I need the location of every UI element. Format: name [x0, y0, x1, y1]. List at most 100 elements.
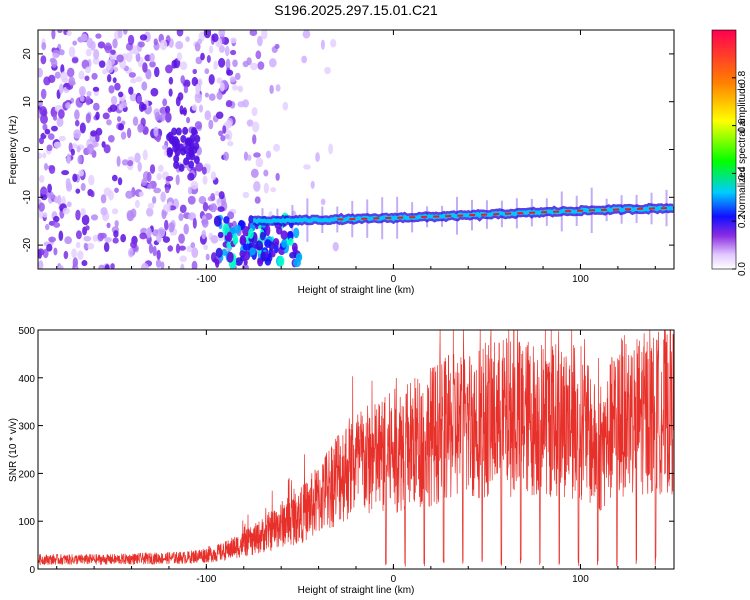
spectrogram-cell — [282, 101, 289, 111]
spectrogram-cell-strong — [249, 247, 256, 256]
spectrogram-cell-strong — [173, 161, 180, 170]
spectrogram-cell — [225, 100, 233, 108]
spectrogram-cell — [162, 98, 168, 107]
spectrogram-y-label: Frequency (Hz) — [8, 116, 19, 185]
spectrogram-cell — [125, 52, 133, 63]
spectrogram-cell — [247, 154, 252, 162]
spectrogram-cell — [104, 236, 112, 243]
spectrogram-cell — [106, 59, 112, 71]
spectrogram-cell — [93, 49, 100, 60]
spectrogram-cell — [201, 229, 207, 240]
spectrogram-cell — [81, 214, 90, 226]
spectrogram-cell — [60, 71, 68, 82]
spectrogram-cell — [175, 40, 184, 50]
spectrogram-cell — [38, 67, 43, 78]
spectrogram-cell — [58, 83, 64, 95]
spectrogram-cell — [227, 211, 235, 220]
snr-y-tick-label: 0 — [29, 565, 35, 576]
snr-x-tick-label: -100 — [196, 574, 216, 585]
spectrogram-cell — [147, 183, 152, 190]
spectrogram-cell — [256, 35, 263, 47]
spectrogram-cell — [145, 68, 152, 80]
spectrogram-cell — [134, 199, 140, 209]
spectrogram-cell-strong — [277, 255, 285, 267]
spectrogram-cell — [134, 152, 141, 163]
spectrogram-cell — [135, 76, 143, 83]
spectrogram-cell — [151, 196, 157, 204]
spectrogram-cell — [78, 70, 85, 80]
spectrogram-cell-strong — [268, 241, 275, 251]
spectrogram-cell — [113, 230, 119, 238]
spectrogram-cell-strong — [243, 259, 248, 266]
spectrogram-cell-strong — [243, 250, 251, 261]
spectrogram-cell — [219, 82, 225, 92]
spectrogram-cell — [210, 252, 217, 263]
snr-y-ticks: 0 100 200 300 400 500 — [18, 326, 674, 576]
spectrogram-cell — [54, 71, 61, 79]
colorbar-label: Normalized spectral amplitude — [737, 82, 748, 217]
spectrogram-cell — [87, 242, 95, 250]
spectrogram-cell — [168, 76, 174, 85]
spectrogram-cell — [38, 248, 45, 256]
spectrogram-cell — [98, 60, 106, 68]
spectrogram-cell — [242, 191, 250, 199]
spectrogram-cell — [51, 58, 58, 68]
spectrogram-cell — [61, 169, 70, 176]
spectrogram-cell — [111, 208, 119, 215]
spectrogram-cell-strong — [175, 127, 182, 136]
spectrogram-cell-strong — [188, 149, 195, 158]
spectrogram-cell-strong — [182, 126, 189, 135]
spectrogram-cell — [179, 61, 188, 71]
spectrogram-cell — [53, 215, 60, 223]
spectrogram-cell — [90, 130, 98, 137]
spectrogram-cell — [51, 30, 56, 40]
spectrogram-cell — [185, 36, 190, 42]
spectrogram-cell-strong — [185, 137, 192, 146]
spectrogram-y-tick-label: -10 — [22, 190, 33, 205]
spectrogram-cell — [198, 196, 207, 205]
spectrogram-cell — [95, 111, 100, 120]
spectrogram-cell — [206, 54, 211, 63]
spectrogram-cell — [128, 86, 134, 95]
snr-y-tick-label: 500 — [18, 326, 35, 337]
spectrogram-cell-strong — [180, 147, 187, 156]
spectrogram-cell — [138, 101, 145, 113]
spectrogram-cell — [86, 143, 94, 155]
spectrogram-cell — [40, 189, 48, 195]
snr-y-tick-label: 100 — [18, 517, 35, 528]
spectrogram-cell — [216, 91, 223, 100]
spectrogram-cell — [44, 128, 51, 135]
spectrogram-cell — [149, 164, 156, 174]
spectrogram-cell — [137, 161, 142, 172]
spectrogram-cell — [175, 174, 180, 186]
spectrogram-cell — [98, 264, 106, 269]
spectrogram-cell — [84, 75, 90, 82]
spectrogram-cell — [92, 86, 100, 92]
spectrogram-cell — [75, 241, 81, 249]
spectrogram-cell — [120, 101, 128, 109]
spectrogram-cell — [179, 204, 187, 214]
spectrogram-cell — [92, 141, 99, 148]
spectrogram-cell — [168, 205, 177, 211]
spectrogram-cell — [208, 93, 216, 101]
spectrogram-cell — [218, 45, 225, 53]
spectrogram-cell — [187, 172, 195, 181]
spectrogram-cell — [183, 85, 189, 94]
spectrogram-cell — [92, 234, 98, 242]
spectrogram-cell — [78, 169, 84, 177]
colorbar-tick-label: 0.6 — [737, 118, 748, 132]
spectrogram-cell — [255, 50, 262, 60]
spectrogram-cell — [66, 67, 75, 78]
spectrogram-cell — [66, 30, 72, 37]
spectrogram-y-tick-label: -20 — [22, 237, 33, 252]
spectrogram-cell — [46, 144, 53, 152]
spectrogram-cell — [192, 68, 198, 75]
snr-y-tick-label: 300 — [18, 422, 35, 433]
spectrogram-cell — [139, 34, 148, 41]
spectrogram-cell-strong — [260, 251, 266, 262]
spectrogram-cell — [109, 104, 118, 113]
spectrogram-cell — [128, 72, 136, 78]
spectrogram-cell — [218, 191, 225, 200]
spectrogram-cell — [42, 152, 47, 159]
